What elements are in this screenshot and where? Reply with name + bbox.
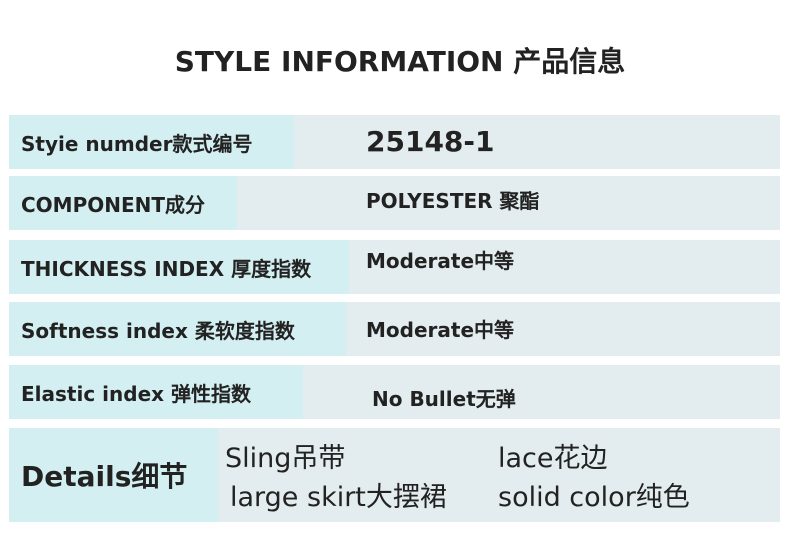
row-value: Moderate中等 (366, 318, 515, 342)
row-component: COMPONENT成分 POLYESTER 聚酯 (9, 176, 780, 230)
detail-item: large skirt大摆裙 (230, 482, 447, 513)
row-label: Details细节 (9, 428, 218, 522)
row-label: COMPONENT成分 (9, 176, 237, 230)
row-value: POLYESTER 聚酯 (366, 189, 540, 213)
row-value: 25148-1 (366, 125, 495, 158)
row-label: Elastic index 弹性指数 (9, 365, 303, 419)
row-thickness: THICKNESS INDEX 厚度指数 Moderate中等 (9, 240, 780, 294)
row-label: THICKNESS INDEX 厚度指数 (9, 240, 349, 294)
row-value: Moderate中等 (366, 249, 515, 273)
detail-item: Sling吊带 (225, 443, 346, 474)
row-softness: Softness index 柔软度指数 Moderate中等 (9, 302, 780, 356)
page-title: STYLE INFORMATION 产品信息 (174, 45, 626, 78)
row-label: Softness index 柔软度指数 (9, 302, 346, 356)
row-value: No Bullet无弹 (372, 387, 516, 411)
row-elastic: Elastic index 弹性指数 No Bullet无弹 (9, 365, 780, 419)
row-details: Details细节 Sling吊带 lace花边 large skirt大摆裙 … (9, 428, 780, 522)
row-style-number: Styie numder款式编号 25148-1 (9, 115, 780, 169)
row-label: Styie numder款式编号 (9, 115, 294, 169)
detail-item: solid color纯色 (498, 482, 690, 513)
detail-item: lace花边 (498, 443, 608, 474)
